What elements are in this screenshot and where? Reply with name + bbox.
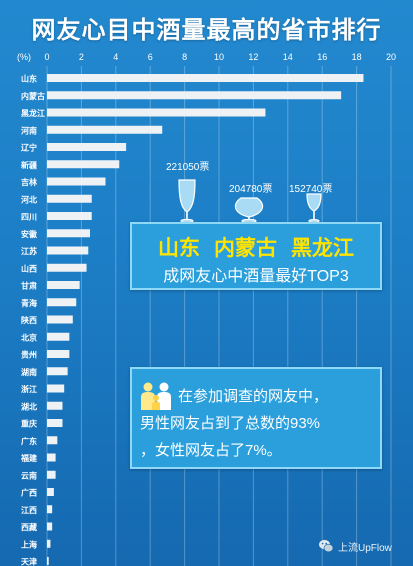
vote-count-label: 152740票 <box>289 184 333 195</box>
gender-stat-line: 在参加调查的网友中， <box>178 388 329 405</box>
bar <box>47 177 106 186</box>
y-category-label: 天津 <box>21 557 37 566</box>
bar <box>47 539 51 548</box>
bar <box>47 229 90 238</box>
bar <box>47 143 127 151</box>
y-category-label: 河南 <box>21 125 37 135</box>
bar <box>47 350 70 358</box>
x-tick-label: 4 <box>113 52 118 62</box>
bar <box>47 246 89 255</box>
bar <box>47 125 163 134</box>
bar <box>47 263 87 272</box>
bar <box>47 91 342 100</box>
y-category-label: 贵州 <box>21 350 37 360</box>
watermark-label: 上流UpFlow <box>338 542 392 554</box>
y-category-label: 西藏 <box>21 522 37 532</box>
chart-title: 网友心目中酒量最高的省市排行 <box>31 17 382 44</box>
family-icon <box>141 382 171 410</box>
top3-province-names: 山东 内蒙古 黑龙江 <box>132 232 380 262</box>
bar <box>47 160 120 169</box>
top3-province-name: 内蒙古 <box>214 237 277 260</box>
y-category-label: 广东 <box>21 436 37 446</box>
y-category-label: 甘肃 <box>21 281 37 291</box>
y-category-label: 陕西 <box>21 315 37 325</box>
y-category-label: 浙江 <box>21 384 37 394</box>
y-category-label: 湖南 <box>21 367 37 377</box>
y-category-label: 青海 <box>21 298 37 308</box>
bar <box>47 557 49 565</box>
bar <box>47 212 92 220</box>
y-category-label: 山西 <box>21 263 37 273</box>
y-category-label: 安徽 <box>21 229 38 239</box>
x-tick-label: 18 <box>352 52 362 62</box>
x-tick-label: 8 <box>182 52 187 62</box>
vote-count-label: 204780票 <box>229 184 273 195</box>
y-category-label: 重庆 <box>21 419 37 429</box>
top3-caption: 成网友心中酒量最好TOP3 <box>163 268 349 285</box>
y-category-label: 山东 <box>21 74 37 84</box>
top3-province-name: 黑龙江 <box>291 237 354 260</box>
x-axis-unit-label: (%) <box>17 52 31 62</box>
x-tick-label: 20 <box>386 52 396 62</box>
bar <box>47 488 54 496</box>
bar <box>47 298 77 307</box>
gender-stat-line: ，女性网友占了7%。 <box>140 442 282 459</box>
small-glass-icon <box>306 193 322 224</box>
gender-stat-line: 男性网友占到了总数的93% <box>140 415 321 432</box>
y-category-label: 上海 <box>21 539 37 549</box>
x-tick-label: 12 <box>248 52 258 62</box>
brandy-glass-icon <box>234 197 264 224</box>
bar <box>47 401 63 410</box>
x-tick-label: 0 <box>44 52 49 62</box>
y-category-label: 湖北 <box>21 401 37 411</box>
bar <box>47 108 266 117</box>
y-category-label: 福建 <box>20 453 38 463</box>
y-category-label: 江苏 <box>21 246 37 256</box>
y-category-label: 黑龙江 <box>21 108 45 118</box>
x-tick-label: 16 <box>317 52 327 62</box>
bar <box>47 194 92 203</box>
vote-count-label: 221050票 <box>166 162 210 173</box>
bar <box>47 332 70 341</box>
x-tick-label: 2 <box>79 52 84 62</box>
bar <box>47 315 73 324</box>
y-category-label: 新疆 <box>21 160 37 170</box>
bar <box>47 419 63 427</box>
y-category-label: 吉林 <box>21 177 37 187</box>
wine-glass-icon <box>178 179 196 224</box>
y-category-label: 四川 <box>21 213 37 222</box>
bar <box>47 470 56 479</box>
watermark: 上流UpFlow <box>318 538 392 554</box>
bar <box>47 522 53 531</box>
y-category-label: 内蒙古 <box>21 91 45 101</box>
bar <box>47 453 56 462</box>
y-category-label: 江西 <box>21 505 37 515</box>
bar <box>47 436 58 445</box>
bar <box>47 384 65 393</box>
bar <box>47 281 80 289</box>
y-category-label: 辽宁 <box>21 143 37 153</box>
y-category-label: 河北 <box>21 194 37 204</box>
y-category-label: 广西 <box>21 488 37 498</box>
bar <box>47 505 53 514</box>
top3-province-name: 山东 <box>158 237 200 260</box>
x-tick-label: 14 <box>283 52 293 62</box>
gender-callout: 在参加调查的网友中， 男性网友占到了总数的93% ，女性网友占了7%。 <box>130 367 382 469</box>
wechat-icon <box>319 539 334 553</box>
y-category-label: 云南 <box>21 470 37 480</box>
bar <box>47 367 68 376</box>
x-tick-label: 6 <box>148 52 153 62</box>
top3-callout: 山东 内蒙古 黑龙江 成网友心中酒量最好TOP3 <box>130 222 382 290</box>
bar <box>47 74 364 82</box>
y-category-label: 北京 <box>21 332 37 342</box>
x-tick-label: 10 <box>214 52 224 62</box>
